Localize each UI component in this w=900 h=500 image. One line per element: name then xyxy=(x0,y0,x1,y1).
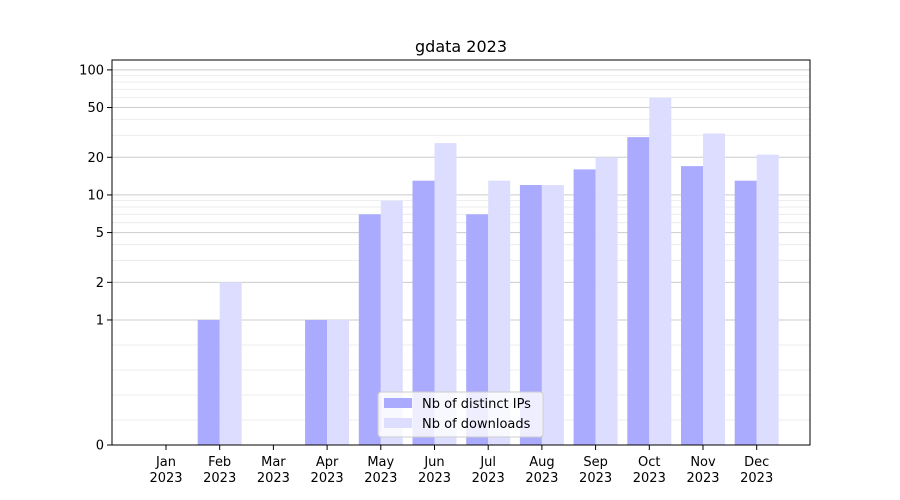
x-tick-label: Jul 2023 xyxy=(472,455,505,486)
bar-downloads xyxy=(649,97,672,445)
y-tick-label: 100 xyxy=(79,63,104,78)
bar-downloads xyxy=(380,200,403,445)
bar-distinct-ips xyxy=(627,137,650,445)
grid-lines xyxy=(112,69,810,421)
bars xyxy=(197,97,779,446)
bar-downloads xyxy=(488,180,511,445)
x-tick-label: Apr 2023 xyxy=(311,455,344,486)
bar-distinct-ips xyxy=(519,185,542,445)
bar-distinct-ips xyxy=(305,319,328,445)
x-tick-label: Aug 2023 xyxy=(525,455,558,486)
bar-distinct-ips xyxy=(573,169,596,445)
bar-downloads xyxy=(541,185,564,445)
legend-swatch xyxy=(384,418,412,428)
legend-swatch xyxy=(384,398,412,408)
legend-label: Nb of distinct IPs xyxy=(422,397,531,412)
bar-downloads xyxy=(219,282,242,445)
legend-label: Nb of downloads xyxy=(422,417,531,432)
x-tick-label: Dec 2023 xyxy=(740,455,773,486)
bar-distinct-ips xyxy=(358,214,381,445)
y-tick-label: 20 xyxy=(87,151,104,166)
bar-downloads xyxy=(756,154,779,446)
x-tick-label: May 2023 xyxy=(364,455,397,486)
chart-title: gdata 2023 xyxy=(415,37,507,56)
bar-downloads xyxy=(595,157,618,445)
y-tick-label: 5 xyxy=(96,226,104,241)
bar-downloads xyxy=(434,143,457,445)
bar-distinct-ips xyxy=(734,180,757,445)
x-axis: Jan 2023 Feb 2023 Mar 2023 Apr 2023 May 2023 Jun 20… xyxy=(149,445,773,486)
bar-distinct-ips xyxy=(412,180,435,445)
legend: Nb of distinct IPs Nb of downloads xyxy=(377,391,544,438)
y-tick-label: 0 xyxy=(96,439,104,454)
bar-downloads xyxy=(703,133,725,445)
bar-downloads xyxy=(327,319,350,445)
x-tick-label: Mar 2023 xyxy=(257,455,290,486)
x-tick-label: Jun 2023 xyxy=(418,455,451,486)
x-tick-label: Jan 2023 xyxy=(149,455,182,486)
y-tick-label: 2 xyxy=(96,276,104,291)
y-tick-label: 10 xyxy=(87,188,104,203)
y-tick-label: 50 xyxy=(87,101,104,116)
x-tick-label: Oct 2023 xyxy=(633,455,666,486)
x-tick-label: Sep 2023 xyxy=(579,455,612,486)
legend-box xyxy=(377,391,544,438)
y-tick-label: 1 xyxy=(96,313,104,328)
plot-frame xyxy=(111,59,811,446)
bar-distinct-ips xyxy=(197,319,220,445)
bar-distinct-ips xyxy=(681,166,703,445)
bar-distinct-ips xyxy=(466,214,489,445)
x-tick-label: Feb 2023 xyxy=(203,455,236,486)
x-tick-label: Nov 2023 xyxy=(686,455,719,486)
y-axis: 0 1 2 5 10 20 50 100 xyxy=(79,63,112,454)
